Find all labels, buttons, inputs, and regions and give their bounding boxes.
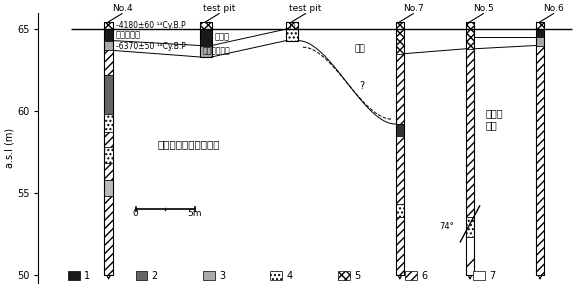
Text: No.5: No.5 [473, 4, 494, 13]
Bar [396, 204, 404, 217]
Bar [396, 22, 404, 275]
Bar [466, 22, 474, 275]
Text: -6370±50 ¹⁴Cy.B.P: -6370±50 ¹⁴Cy.B.P [116, 42, 186, 51]
Bar [104, 75, 113, 114]
Bar [466, 237, 474, 275]
Bar [286, 29, 298, 40]
Bar [68, 272, 80, 280]
Text: ?: ? [360, 82, 365, 92]
Text: -4180±60 ¹⁴Cy.B.P: -4180±60 ¹⁴Cy.B.P [116, 21, 185, 30]
Bar [536, 22, 544, 275]
Text: No.6: No.6 [543, 4, 564, 13]
Text: 5m: 5m [187, 209, 202, 218]
Bar [203, 272, 215, 280]
Bar [104, 180, 113, 196]
Text: 礫層: 礫層 [354, 44, 365, 53]
Bar [200, 22, 212, 29]
Bar [396, 217, 404, 275]
Bar [405, 272, 417, 280]
Bar [473, 272, 485, 280]
Bar [396, 29, 404, 54]
Text: test pit: test pit [289, 4, 322, 13]
Bar [200, 29, 212, 46]
Bar [396, 124, 404, 135]
Bar [104, 29, 113, 40]
Bar [466, 29, 474, 49]
Text: 中生代
岩石: 中生代 岩石 [485, 108, 503, 130]
Text: 6: 6 [421, 271, 428, 281]
Bar [104, 114, 113, 132]
Text: 花崗岩質砂層: 花崗岩質砂層 [203, 47, 230, 56]
Bar [466, 49, 474, 217]
Bar [466, 22, 474, 29]
Text: No.4: No.4 [112, 4, 132, 13]
Bar [104, 132, 113, 147]
Bar [396, 54, 404, 124]
Bar [136, 272, 147, 280]
Text: 2: 2 [152, 271, 158, 281]
Text: 0: 0 [133, 209, 139, 218]
Bar [536, 22, 544, 29]
Bar [200, 46, 212, 57]
Bar [286, 22, 298, 40]
Bar [286, 22, 298, 29]
Text: 3: 3 [219, 271, 225, 281]
Bar [104, 22, 113, 275]
Text: 土器片: 土器片 [214, 32, 229, 41]
Text: No.7: No.7 [403, 4, 424, 13]
Bar [466, 217, 474, 237]
Text: 5: 5 [354, 271, 360, 281]
Bar [396, 22, 404, 29]
Bar [396, 135, 404, 204]
Bar [104, 40, 113, 51]
Bar [200, 22, 212, 57]
Bar [338, 272, 350, 280]
Bar [104, 22, 113, 29]
Bar [271, 272, 282, 280]
Bar [104, 163, 113, 180]
Bar [536, 29, 544, 37]
Bar [104, 147, 113, 163]
Text: 4: 4 [286, 271, 293, 281]
Bar [536, 46, 544, 275]
Text: 盛土: 盛土 [289, 21, 299, 30]
Bar [104, 51, 113, 75]
Text: test pit: test pit [203, 4, 235, 13]
Bar [104, 196, 113, 275]
Text: 74°: 74° [439, 222, 454, 231]
Text: 砂礫層（大阪層群？）: 砂礫層（大阪層群？） [157, 139, 219, 149]
Text: 黒色腐植土: 黒色腐植土 [116, 30, 141, 39]
Bar [536, 37, 544, 46]
Text: 1: 1 [84, 271, 90, 281]
Y-axis label: a.s.l (m): a.s.l (m) [4, 128, 14, 168]
Text: 7: 7 [489, 271, 495, 281]
